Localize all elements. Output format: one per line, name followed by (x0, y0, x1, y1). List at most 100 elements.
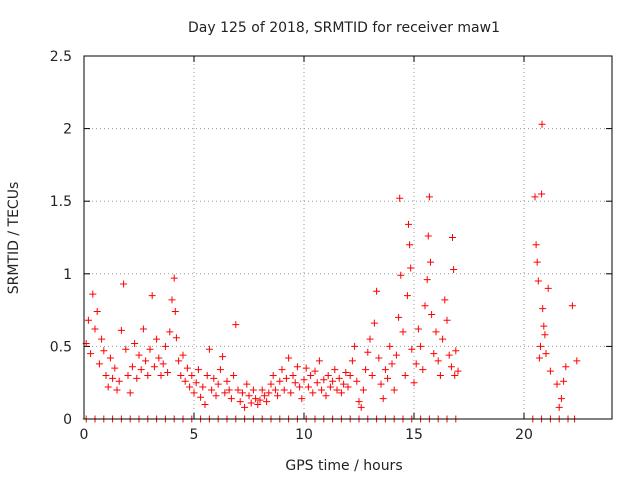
data-point (451, 371, 459, 379)
data-point (392, 351, 400, 359)
data-point (223, 377, 231, 385)
data-point (117, 326, 125, 334)
data-point (322, 392, 330, 400)
data-point (447, 363, 455, 371)
data-point (87, 350, 95, 358)
data-point (285, 354, 293, 362)
data-point (424, 232, 432, 240)
data-point (93, 308, 101, 316)
data-point (538, 120, 546, 128)
data-point (258, 386, 266, 394)
data-point (419, 366, 427, 374)
data-point (436, 371, 444, 379)
data-point (449, 234, 456, 241)
data-point (183, 364, 191, 372)
data-point (298, 395, 306, 403)
y-tick-label: 2 (63, 122, 72, 138)
data-point (186, 383, 194, 391)
data-point (109, 374, 117, 382)
data-point (179, 351, 187, 359)
data-point (315, 357, 323, 365)
y-tick-label: 2.5 (50, 49, 72, 65)
data-point (397, 271, 405, 279)
data-point (335, 374, 343, 382)
data-point (333, 386, 341, 394)
data-point (115, 377, 123, 385)
data-point (205, 345, 213, 353)
data-point (555, 403, 563, 411)
data-point (245, 392, 253, 400)
data-point (318, 386, 326, 394)
data-point (122, 345, 130, 353)
data-point (260, 392, 268, 400)
y-tick-label: 0 (63, 412, 72, 428)
data-point (212, 392, 220, 400)
data-point (553, 380, 561, 388)
data-point (533, 258, 541, 266)
x-axis-label: GPS time / hours (285, 458, 402, 474)
data-point (311, 367, 319, 375)
data-point (91, 325, 99, 333)
data-point (532, 241, 540, 249)
data-point (289, 371, 297, 379)
data-point (181, 377, 189, 385)
data-point (164, 369, 172, 377)
data-point (234, 386, 242, 394)
data-point (227, 395, 235, 403)
data-point (309, 389, 317, 397)
data-point (410, 379, 418, 387)
data-point (326, 383, 334, 391)
data-point (430, 350, 438, 358)
data-point (137, 366, 145, 374)
data-point (214, 380, 222, 388)
data-point (441, 296, 449, 304)
data-point (241, 403, 249, 411)
data-point (368, 371, 376, 379)
data-point (407, 264, 415, 272)
data-point (188, 371, 196, 379)
data-point (538, 190, 546, 198)
data-points (82, 120, 581, 423)
data-point (287, 389, 295, 397)
data-point (539, 305, 547, 313)
data-point (166, 328, 174, 336)
x-tick-label: 10 (295, 427, 313, 443)
data-point (175, 357, 183, 365)
data-point (302, 364, 310, 372)
data-point (428, 310, 436, 318)
data-point (280, 386, 288, 394)
data-point (421, 302, 429, 310)
data-point (337, 389, 345, 397)
data-point (263, 398, 271, 406)
data-point (355, 398, 363, 406)
data-point (452, 347, 460, 355)
data-point (450, 265, 458, 273)
data-point (168, 296, 176, 304)
data-point (381, 366, 389, 374)
data-point (150, 363, 158, 371)
data-point (373, 287, 381, 295)
data-point (540, 322, 548, 330)
data-point (434, 357, 442, 365)
data-point (230, 371, 238, 379)
data-point (172, 334, 180, 342)
chart-title: Day 125 of 2018, SRMTID for receiver maw… (188, 20, 500, 36)
data-point (408, 345, 416, 353)
y-tick-label: 0.5 (50, 339, 72, 355)
data-point (443, 316, 451, 324)
data-point (560, 377, 568, 385)
data-point (427, 258, 434, 266)
data-point (192, 379, 200, 387)
data-point (159, 360, 167, 368)
data-point (282, 374, 290, 382)
data-point (331, 366, 339, 374)
data-point (271, 386, 279, 394)
data-point (113, 386, 121, 394)
x-tick-label: 20 (515, 427, 533, 443)
data-point (142, 357, 150, 365)
data-point (546, 367, 554, 375)
data-point (269, 371, 277, 379)
data-point (537, 342, 544, 350)
data-point (531, 193, 539, 201)
data-point (201, 400, 209, 408)
